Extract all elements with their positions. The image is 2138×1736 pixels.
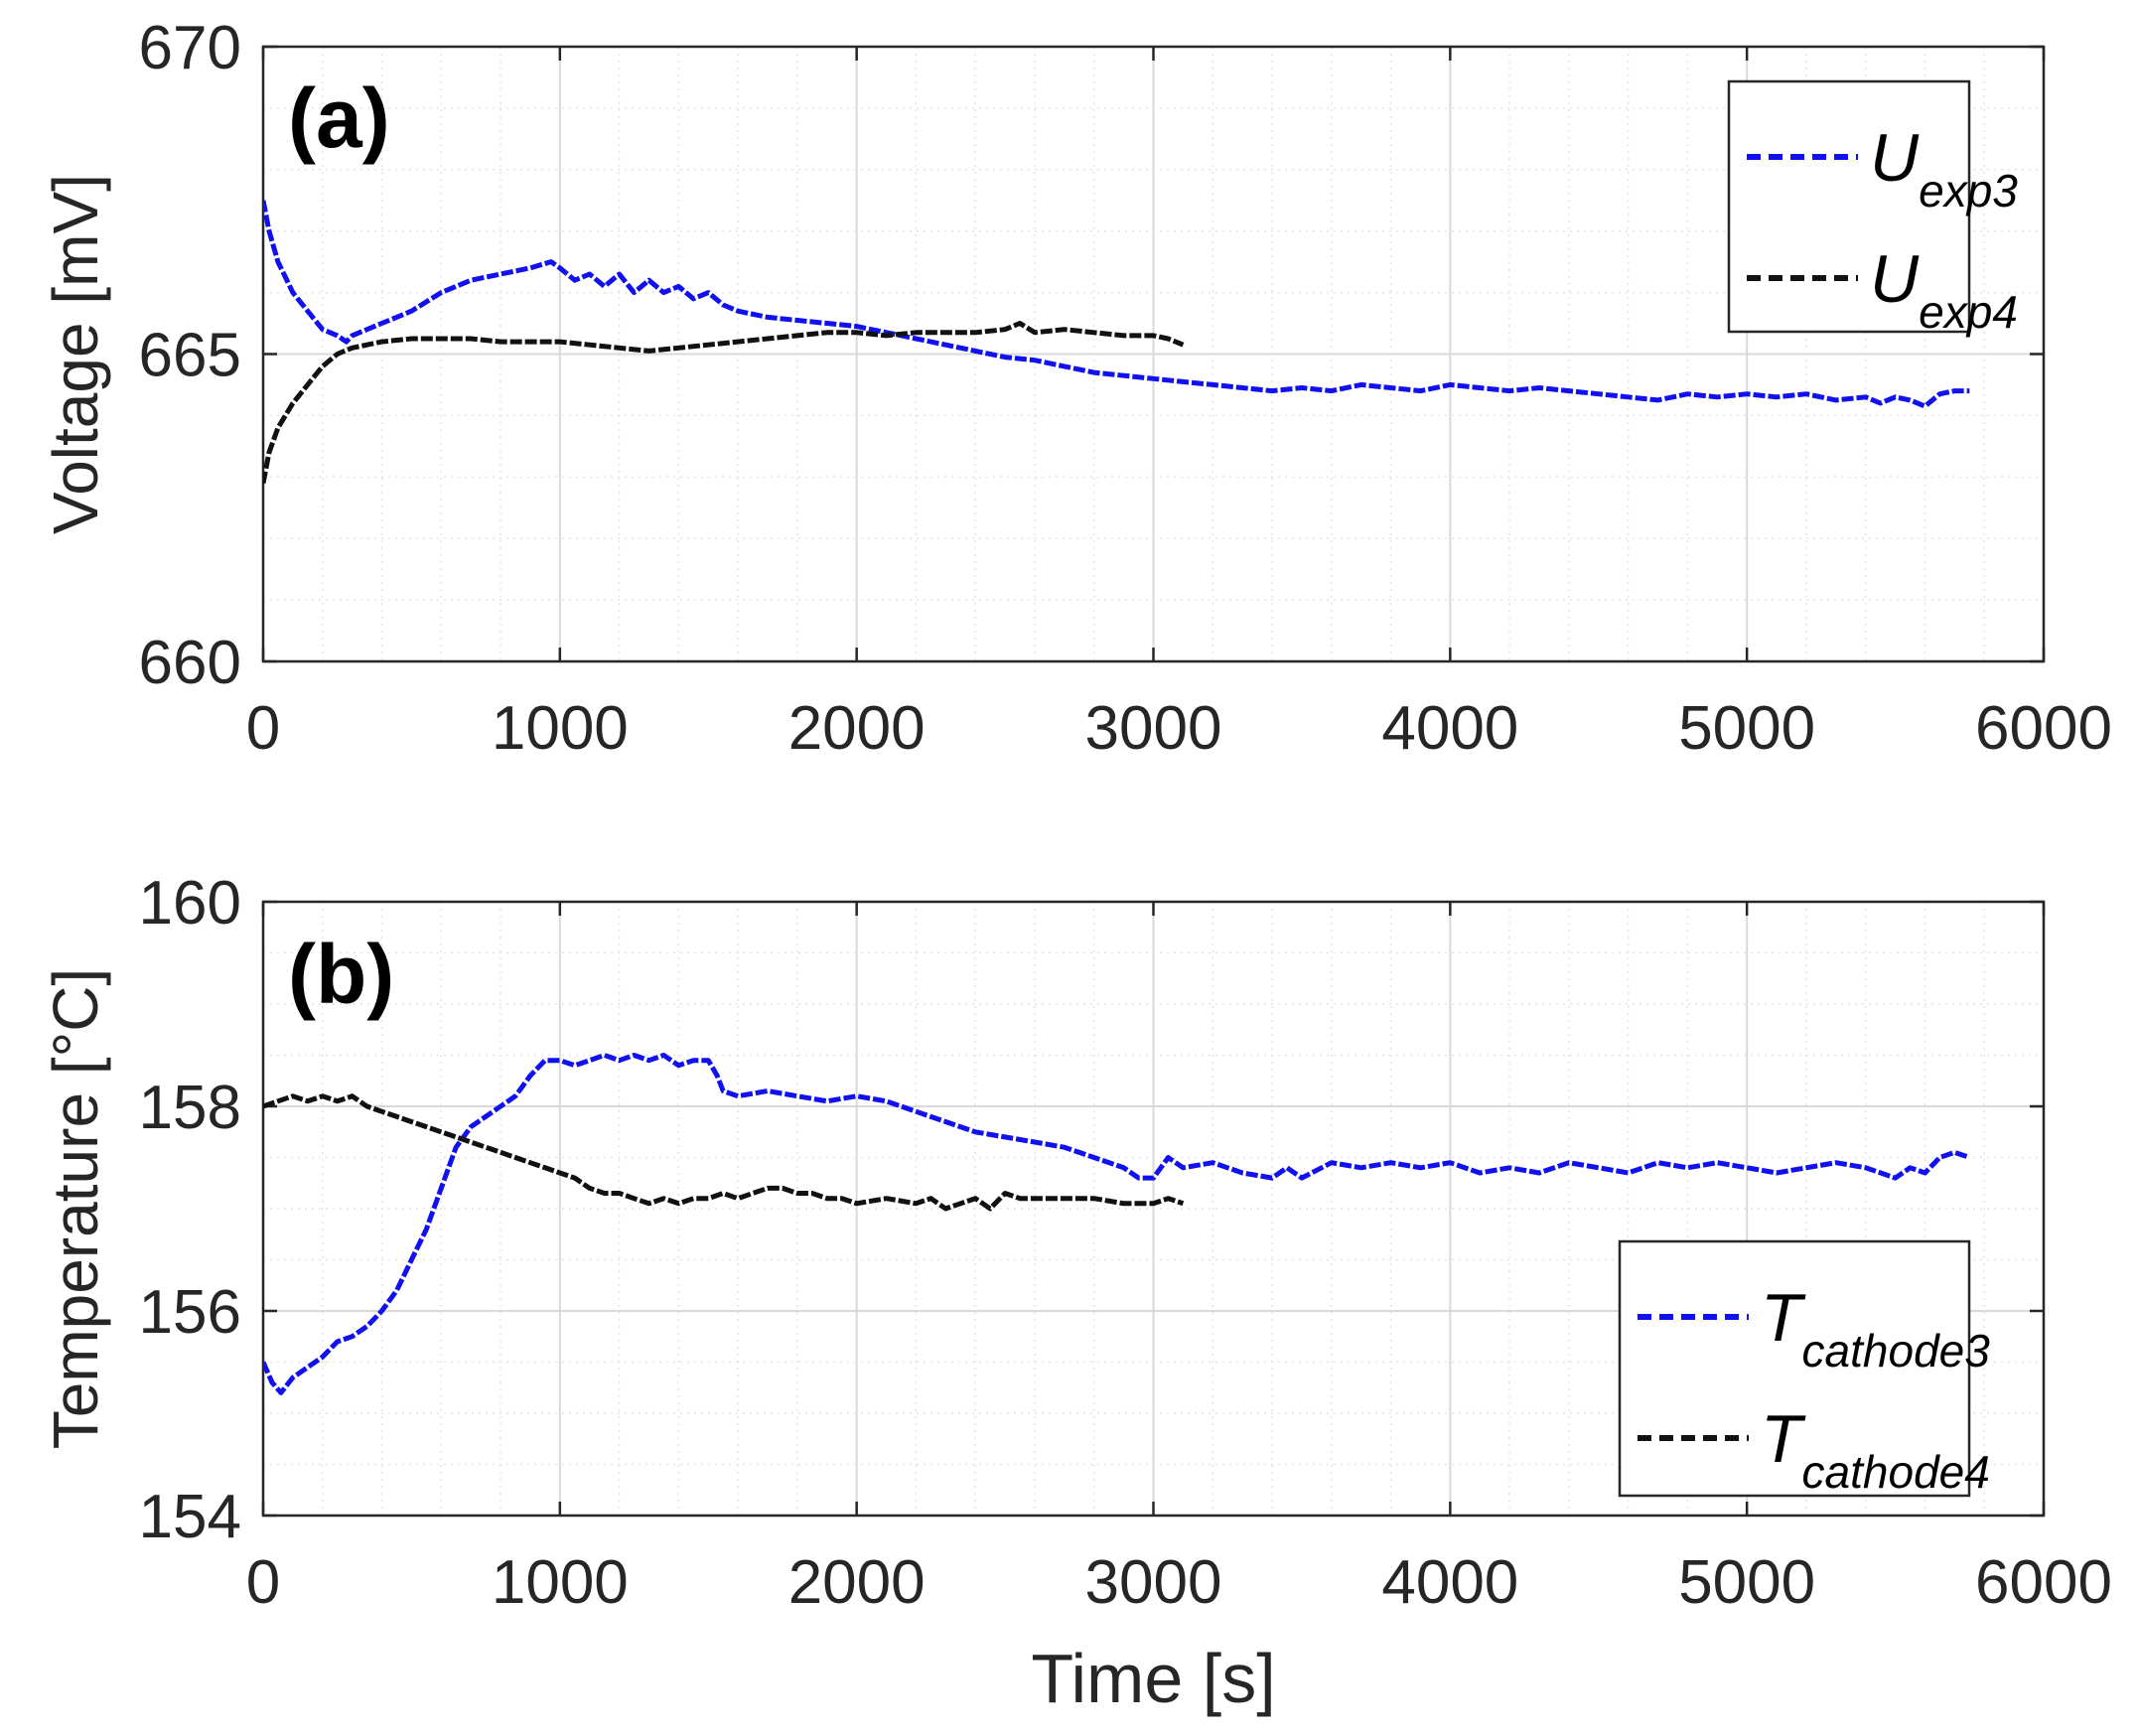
y-tick-label: 158: [139, 1074, 241, 1142]
series-line-T-cathode4: [263, 1093, 1185, 1212]
x-tick-label: 4000: [1381, 1548, 1518, 1617]
legend-label: Tcathode4: [1761, 1401, 1990, 1498]
panel-b: 0 1000 2000 3000 4000 5000 6000 154 156 158 160 Tem…: [40, 869, 2112, 1717]
legend-label: Tcathode3: [1761, 1280, 1990, 1376]
panel-label: (a): [288, 72, 390, 165]
y-tick-label: 154: [139, 1483, 241, 1551]
x-axis-label: Time [s]: [1031, 1640, 1275, 1717]
panel-label: (b): [288, 928, 394, 1021]
legend-label-main: U: [1870, 241, 1920, 317]
legend-label-subscript: exp3: [1919, 165, 2018, 217]
x-tick-label: 3000: [1085, 1548, 1222, 1617]
series-line-T-cathode3: [263, 1053, 1971, 1395]
series-group: [263, 1053, 1971, 1395]
legend-label-subscript: exp4: [1919, 286, 2018, 338]
x-tick-label: 6000: [1975, 694, 2112, 763]
x-tick-label: 5000: [1678, 694, 1815, 763]
y-tick-label: 156: [139, 1278, 241, 1347]
x-tick-label: 1000: [492, 694, 629, 763]
legend-label-main: T: [1761, 1401, 1806, 1477]
legend-label-main: U: [1870, 120, 1920, 196]
x-tick-label: 4000: [1381, 694, 1518, 763]
series-line-U-exp3: [263, 200, 1970, 409]
y-axis-label: Voltage [mV]: [40, 174, 111, 534]
legend-label: Uexp4: [1870, 241, 2018, 338]
x-tick-label: 1000: [492, 1548, 629, 1617]
x-tick-label: 3000: [1085, 694, 1222, 763]
y-tick-label: 665: [139, 322, 241, 390]
legend-label-main: T: [1761, 1280, 1806, 1356]
x-tick-label: 0: [246, 694, 280, 763]
x-tick-label: 5000: [1678, 1548, 1815, 1617]
y-tick-label: 160: [139, 869, 241, 938]
y-tick-label: 660: [139, 629, 241, 697]
x-tick-label: 0: [246, 1548, 280, 1617]
series-group: [263, 200, 1970, 484]
y-tick-label: 670: [139, 14, 241, 82]
x-tick-label: 2000: [788, 694, 926, 763]
x-tick-label: 2000: [788, 1548, 926, 1617]
panel-a: 0 1000 2000 3000 4000 5000 6000 660 665 670 Voltag…: [40, 14, 2112, 763]
legend-label-subscript: cathode4: [1802, 1446, 1990, 1498]
x-tick-label: 6000: [1975, 1548, 2112, 1617]
y-axis-label: Temperature [°C]: [40, 968, 111, 1449]
legend-label: Uexp3: [1870, 120, 2018, 217]
series-line-U-exp4: [263, 321, 1185, 484]
legend-box: [1618, 1239, 1971, 1498]
legend-label-subscript: cathode3: [1802, 1325, 1991, 1376]
legend-box: [1727, 79, 1971, 334]
